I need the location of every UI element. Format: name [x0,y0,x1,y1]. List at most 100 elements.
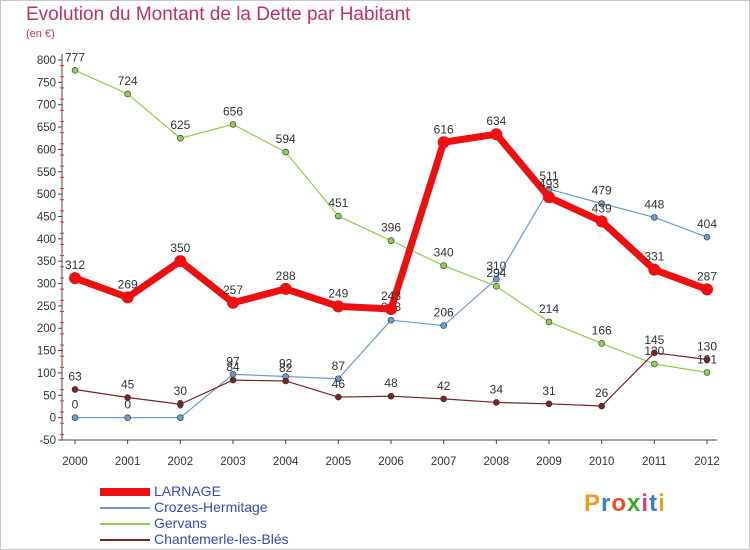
data-point [71,414,79,421]
x-tick-label: 2000 [62,456,88,468]
y-tick-label: 0 [50,413,56,425]
legend-swatch [100,539,150,541]
data-point [651,360,658,368]
y-tick-label: 500 [37,189,56,201]
y-tick-label: -50 [39,435,56,447]
y-tick-label: 50 [43,390,56,402]
data-point [177,414,184,421]
data-label: 479 [592,184,612,198]
data-label: 42 [437,379,451,393]
data-label: 448 [644,197,664,211]
data-label: 439 [592,201,612,215]
data-label: 82 [279,361,293,375]
y-tick-label: 250 [37,301,56,313]
data-label: 92 [279,357,293,371]
data-point [282,148,289,156]
data-label: 625 [170,118,190,132]
data-label: 294 [486,266,506,280]
data-label: 724 [118,74,138,88]
x-tick-label: 2003 [220,456,246,468]
chart-title: Evolution du Montant de la Dette par Hab… [26,4,411,25]
legend-swatch [100,488,150,496]
data-point [332,300,345,313]
y-tick-label: 550 [37,167,56,179]
data-label: 257 [223,283,243,297]
data-label: 97 [226,354,240,368]
data-label: 130 [697,340,717,354]
x-tick-label: 2004 [273,456,299,468]
data-point [229,376,237,384]
data-point [651,214,658,221]
data-label: 634 [486,114,506,128]
x-tick-label: 2011 [642,456,667,468]
x-tick-label: 2001 [115,456,141,468]
x-tick-label: 2009 [536,456,562,468]
data-point [177,134,184,142]
legend-swatch [100,523,150,525]
data-label: 656 [223,104,243,118]
data-point [124,90,131,98]
data-point [124,414,131,421]
data-label: 287 [697,269,717,283]
logo-letter: P [584,490,602,517]
data-label: 45 [121,378,135,392]
data-point [490,128,503,141]
data-label: 34 [490,382,504,396]
data-point [69,272,81,285]
logo-letter: o [611,490,628,517]
y-tick-label: 300 [37,279,56,291]
data-point [385,303,397,316]
data-label: 48 [384,376,398,390]
data-point [121,291,134,304]
data-label: 594 [276,132,296,146]
data-point [651,349,658,357]
data-label: 777 [65,50,85,64]
legend-label: Crozes-Hermitage [154,499,268,515]
data-label: 145 [644,333,664,347]
data-point [440,262,447,269]
data-point [598,402,605,410]
y-tick-label: 750 [37,77,56,89]
legend-label: Gervans [154,515,207,531]
logo-letter: r [601,490,612,517]
y-tick-label: 150 [37,346,56,358]
logo-letter: i [641,490,650,517]
data-point [174,255,187,268]
data-point [227,296,239,309]
data-point [545,400,553,408]
data-point [595,215,608,228]
data-label: 0 [72,398,79,412]
data-point [545,318,553,326]
logo-letter: t [649,490,659,517]
y-tick-label: 450 [37,211,56,223]
x-tick-label: 2012 [694,456,720,468]
y-tick-label: 350 [37,256,56,268]
data-point [437,136,450,149]
data-point [493,399,500,406]
x-tick-label: 2007 [431,456,457,468]
data-label: 31 [542,384,556,398]
data-point [648,263,661,276]
data-label: 288 [276,269,296,283]
data-label: 166 [592,323,612,337]
data-label: 249 [328,286,348,300]
proxiti-logo: Proxiti [584,490,666,518]
data-point [335,375,342,383]
data-point [71,66,79,74]
data-point [282,377,289,385]
data-label: 206 [434,306,454,320]
y-tick-label: 650 [37,122,56,134]
data-point [440,322,447,329]
data-label: 451 [328,196,348,210]
data-point [387,316,395,324]
data-label: 312 [65,258,85,272]
x-tick-label: 2006 [378,456,404,468]
data-label: 26 [595,386,609,400]
y-tick-label: 600 [37,144,56,156]
data-label: 331 [644,250,664,264]
data-point [493,275,500,283]
x-tick-label: 2008 [484,456,510,468]
y-tick-label: 700 [37,100,56,112]
